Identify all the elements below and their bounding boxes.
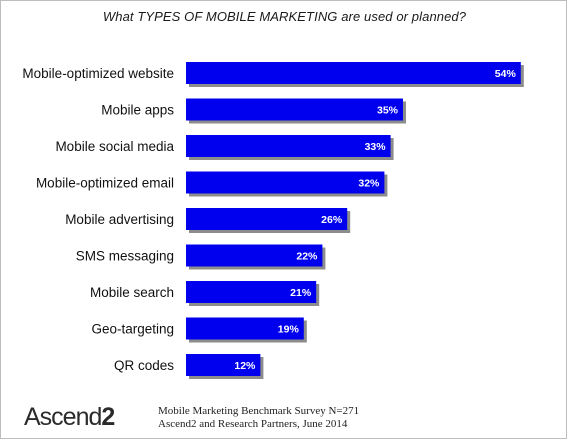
category-label: Mobile search bbox=[90, 285, 174, 300]
bar bbox=[186, 354, 261, 376]
category-label: SMS messaging bbox=[76, 249, 174, 264]
data-label: 19% bbox=[278, 324, 300, 336]
bar bbox=[186, 244, 323, 267]
source-line-1: Mobile Marketing Benchmark Survey N=271 bbox=[158, 405, 360, 417]
bar bbox=[186, 171, 385, 194]
bar bbox=[186, 317, 304, 340]
ascend2-logo: Ascend2 bbox=[24, 403, 115, 431]
category-label: Mobile-optimized website bbox=[22, 66, 174, 81]
category-label: Geo-targeting bbox=[91, 322, 174, 337]
bar bbox=[186, 208, 348, 230]
category-label: Mobile-optimized email bbox=[36, 176, 174, 191]
bars-layer: Mobile-optimized website 54% Mobile apps 35… bbox=[22, 62, 524, 379]
category-label: Mobile social media bbox=[55, 139, 174, 154]
data-label: 33% bbox=[365, 141, 387, 153]
logo-number: 2 bbox=[101, 403, 115, 431]
category-label: Mobile advertising bbox=[65, 212, 174, 227]
source-line-2: Ascend2 and Research Partners, June 2014 bbox=[158, 418, 348, 430]
chart-title: What TYPES OF MOBILE MARKETING are used … bbox=[102, 9, 467, 24]
data-label: 32% bbox=[358, 178, 380, 190]
data-label: 22% bbox=[296, 251, 318, 263]
bar bbox=[186, 135, 391, 157]
source-note: Mobile Marketing Benchmark Survey N=271 … bbox=[158, 405, 359, 431]
bar bbox=[186, 281, 317, 303]
logo-text: Ascend bbox=[24, 403, 102, 431]
category-label: QR codes bbox=[114, 358, 174, 373]
data-label: 35% bbox=[377, 105, 399, 117]
category-label: Mobile apps bbox=[101, 103, 174, 118]
bar bbox=[186, 98, 403, 121]
bar bbox=[186, 62, 521, 84]
data-label: 12% bbox=[234, 360, 256, 372]
data-label: 21% bbox=[290, 287, 312, 299]
data-label: 26% bbox=[321, 214, 343, 226]
data-label: 54% bbox=[495, 68, 517, 80]
